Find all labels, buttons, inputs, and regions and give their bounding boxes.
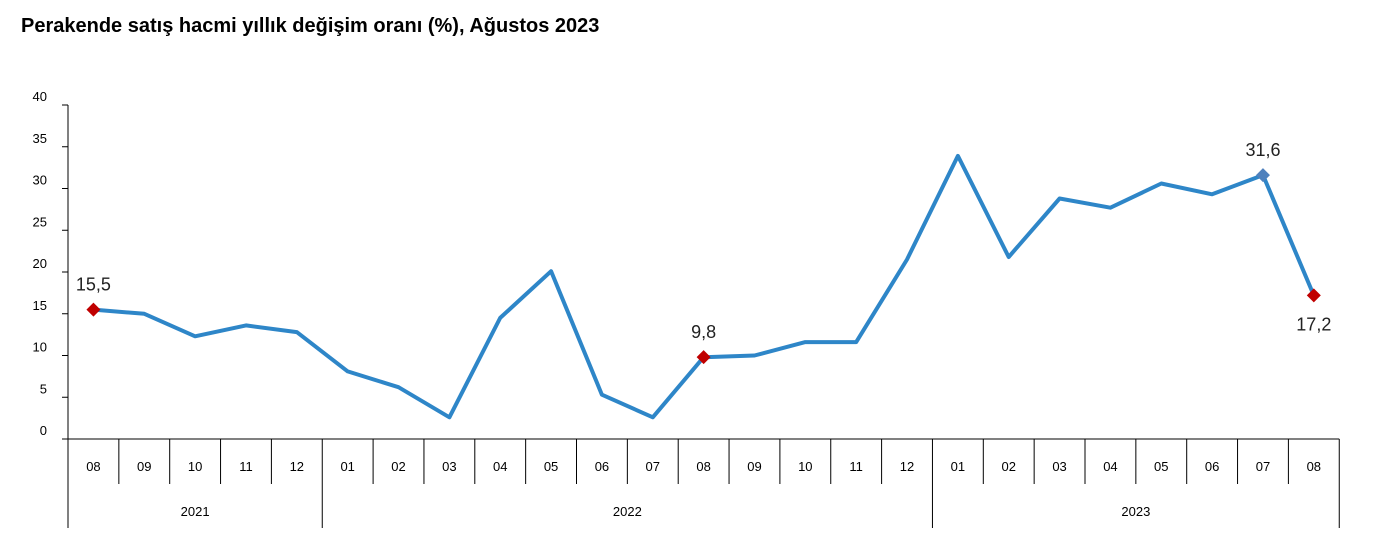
y-tick-label: 5 — [40, 381, 47, 396]
x-tick-label: 04 — [493, 459, 507, 474]
y-tick-label: 25 — [33, 214, 47, 229]
x-tick-label: 05 — [544, 459, 558, 474]
x-tick-label: 02 — [1001, 459, 1015, 474]
year-labels: 2021 2022 2023 — [181, 484, 1340, 528]
x-tick-label: 09 — [137, 459, 151, 474]
x-tick-label: 04 — [1103, 459, 1117, 474]
data-label: 31,6 — [1245, 140, 1280, 160]
data-marker — [1306, 288, 1321, 303]
x-tick-label: 07 — [1256, 459, 1270, 474]
year-label: 2021 — [181, 504, 210, 519]
x-tick-label: 01 — [340, 459, 354, 474]
data-marker — [86, 302, 101, 317]
series-line — [91, 153, 1316, 420]
x-tick-label: 06 — [595, 459, 609, 474]
x-tick-label: 05 — [1154, 459, 1168, 474]
x-tick-label: 12 — [290, 459, 304, 474]
y-tick-label: 15 — [33, 298, 47, 313]
y-tick-label: 0 — [40, 423, 47, 438]
x-tick-label: 11 — [849, 459, 863, 474]
y-tick-label: 35 — [33, 131, 47, 146]
chart-title: Perakende satış hacmi yıllık değişim ora… — [21, 15, 600, 37]
x-tick-label: 10 — [188, 459, 202, 474]
year-label: 2023 — [1121, 504, 1150, 519]
x-tick-label: 09 — [747, 459, 761, 474]
data-marker — [696, 350, 711, 365]
y-tick-label: 20 — [33, 256, 47, 271]
x-tick-label: 08 — [696, 459, 710, 474]
series-layer — [91, 153, 1316, 420]
data-label: 9,8 — [691, 322, 716, 342]
year-label: 2022 — [613, 504, 642, 519]
x-tick-label: 08 — [86, 459, 100, 474]
x-tick-label: 07 — [646, 459, 660, 474]
y-axis-ticks: 0 5 10 15 20 25 30 35 40 — [33, 89, 68, 440]
y-tick-label: 10 — [33, 340, 47, 355]
x-tick-label: 12 — [900, 459, 914, 474]
data-labels: 15,5 9,8 31,6 17,2 — [76, 140, 1331, 342]
x-tick-label: 06 — [1205, 459, 1219, 474]
x-tick-label: 03 — [442, 459, 456, 474]
y-tick-label: 30 — [33, 173, 47, 188]
x-tick-label: 11 — [239, 459, 253, 474]
x-tick-label: 03 — [1052, 459, 1066, 474]
data-label: 17,2 — [1296, 314, 1331, 334]
data-markers — [86, 168, 1321, 365]
x-tick-label: 10 — [798, 459, 812, 474]
y-tick-label: 40 — [33, 89, 47, 104]
x-axis-ticks: 08 09 10 11 12 01 02 03 04 05 06 07 08 09 10 11 12 01 02 03… — [67, 439, 1340, 484]
x-tick-label: 08 — [1307, 459, 1321, 474]
data-marker — [1255, 168, 1270, 183]
data-label: 15,5 — [76, 275, 111, 295]
x-tick-label: 01 — [951, 459, 965, 474]
x-tick-label: 02 — [391, 459, 405, 474]
